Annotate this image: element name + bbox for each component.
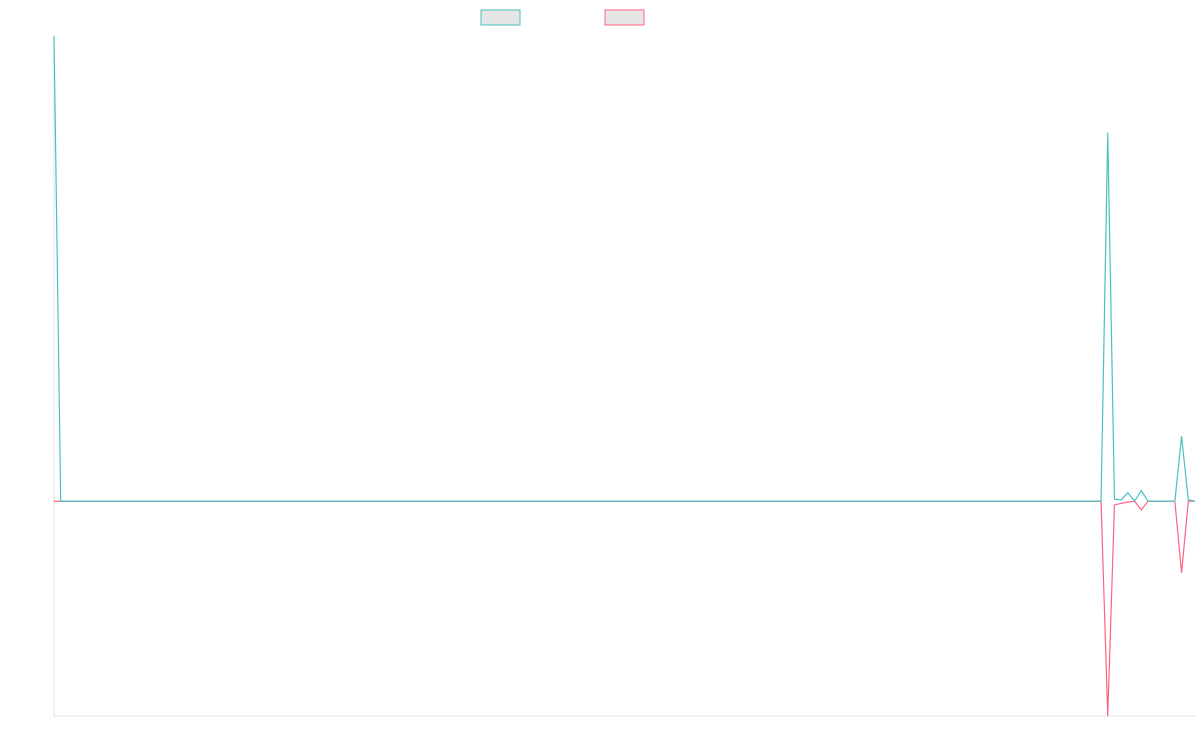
legend-swatch[interactable] bbox=[480, 9, 521, 26]
series-line bbox=[53, 35, 1196, 503]
series-line bbox=[54, 500, 1195, 717]
legend-swatch[interactable] bbox=[604, 9, 645, 26]
